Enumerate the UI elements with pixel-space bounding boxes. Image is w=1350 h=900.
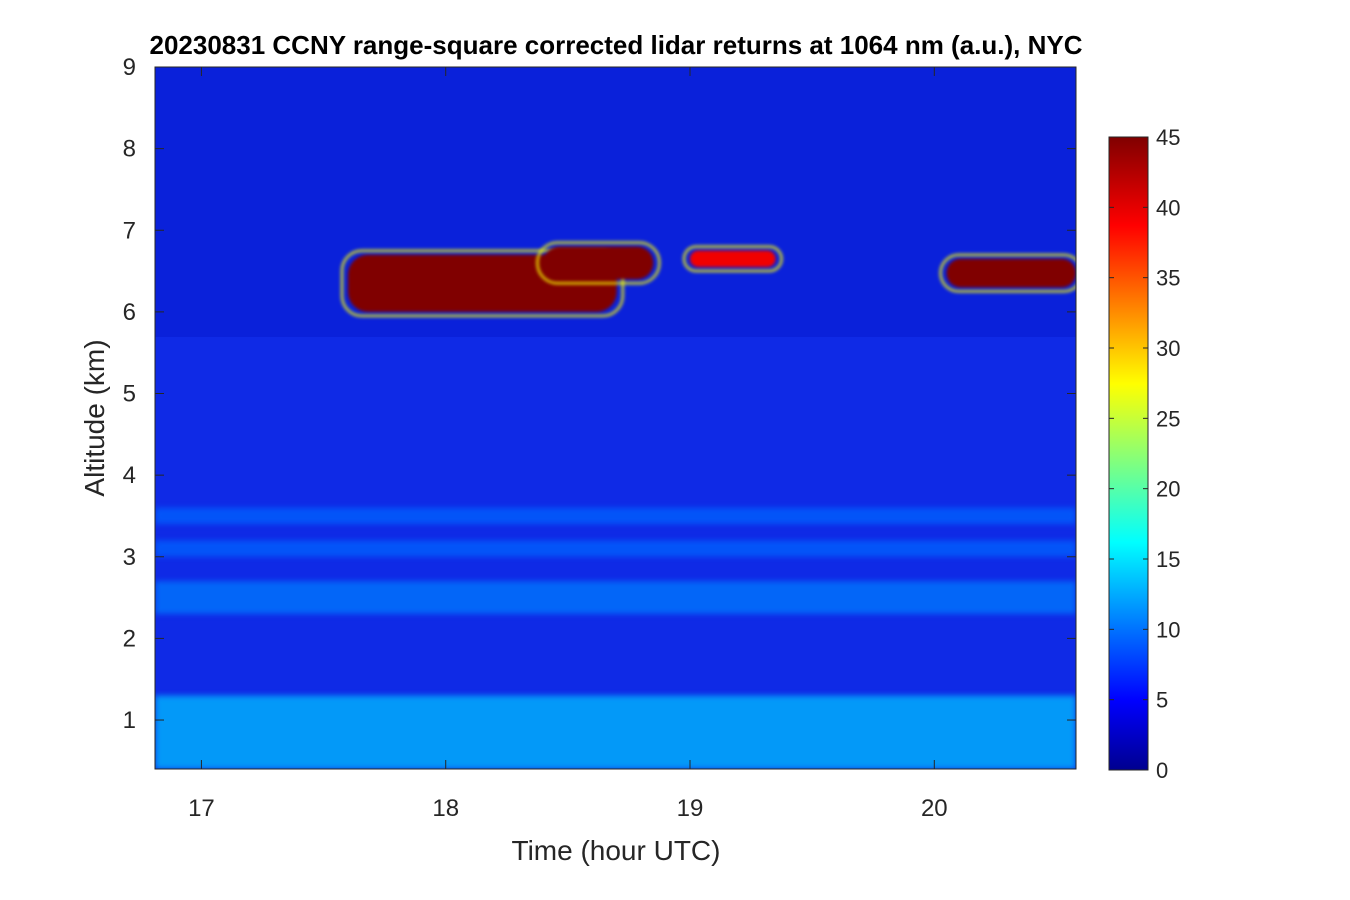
cirrus-cloud-patch	[946, 258, 1076, 288]
cirrus-cloud-patch	[543, 246, 654, 280]
cirrus-cloud-patch	[690, 250, 776, 267]
chart-title: 20230831 CCNY range-square corrected lid…	[149, 30, 1082, 60]
y-tick-label: 9	[123, 54, 136, 81]
aerosol-layer-band	[155, 507, 1076, 525]
aerosol-layer-band	[155, 581, 1076, 614]
y-tick-label: 3	[123, 544, 136, 571]
aerosol-layer-band	[155, 540, 1076, 557]
heatmap-features	[155, 241, 1076, 769]
y-tick-label: 4	[123, 462, 136, 489]
y-tick-label: 5	[123, 381, 136, 408]
y-tick-label: 2	[123, 625, 136, 652]
x-tick-label: 20	[921, 795, 948, 822]
y-axis-label: Altitude (km)	[79, 339, 110, 496]
x-tick-label: 17	[188, 795, 215, 822]
aerosol-layer-band	[155, 695, 1076, 769]
colorbar-tick-label: 15	[1156, 547, 1180, 572]
cloud-edge	[682, 245, 784, 273]
x-tick-label: 19	[677, 795, 704, 822]
heatmap-plot-area	[155, 67, 1076, 769]
colorbar	[1108, 136, 1149, 771]
colorbar-tick-label: 40	[1156, 195, 1180, 220]
x-axis-label: Time (hour UTC)	[512, 835, 721, 866]
colorbar-tick-label: 20	[1156, 477, 1180, 502]
x-tick-label: 18	[432, 795, 459, 822]
cloud-edge	[535, 241, 661, 285]
colorbar-tick-label: 25	[1156, 406, 1180, 431]
cloud-edge	[939, 253, 1076, 293]
colorbar-ticks: 0 5 10 15 20 25 30 35 40 45	[1109, 125, 1180, 783]
colorbar-tick-label: 5	[1156, 688, 1168, 713]
colorbar-tick-label: 0	[1156, 758, 1168, 783]
colorbar-tick-label: 35	[1156, 266, 1180, 291]
y-axis-ticks: 1 2 3 4 5 6 7 8 9	[123, 54, 1076, 734]
y-tick-label: 8	[123, 136, 136, 163]
colorbar-tick-label: 45	[1156, 125, 1180, 150]
y-tick-label: 7	[123, 217, 136, 244]
plot-frame	[154, 66, 1077, 770]
x-axis-ticks: 17 18 19 20	[188, 67, 948, 822]
colorbar-tick-label: 10	[1156, 617, 1180, 642]
y-tick-label: 1	[123, 707, 136, 734]
colorbar-tick-label: 30	[1156, 336, 1180, 361]
y-tick-label: 6	[123, 299, 136, 326]
